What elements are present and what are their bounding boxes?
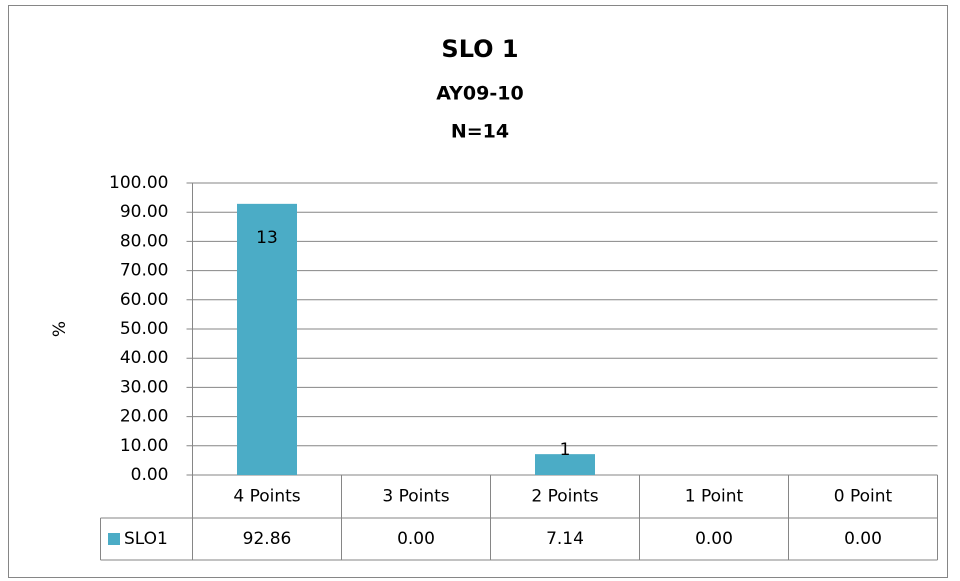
x-tick-label: 3 Points xyxy=(382,487,449,507)
bar xyxy=(535,454,595,475)
bar xyxy=(237,203,297,475)
table-value: 7.14 xyxy=(546,529,584,549)
chart-subtitle: AY09-10 xyxy=(436,83,523,105)
table-value: 0.00 xyxy=(695,529,733,549)
table-value: 0.00 xyxy=(397,529,435,549)
y-tick-label: 60.00 xyxy=(120,290,169,310)
legend-label: SLO1 xyxy=(124,529,168,549)
table-value: 0.00 xyxy=(844,529,882,549)
y-tick-label: 20.00 xyxy=(120,407,169,427)
x-tick-label: 1 Point xyxy=(685,487,744,507)
y-tick-label: 80.00 xyxy=(120,231,169,251)
y-tick-label: 40.00 xyxy=(120,348,169,368)
y-tick-label: 100.00 xyxy=(109,173,168,193)
data-label: 1 xyxy=(560,440,571,460)
y-tick-label: 10.00 xyxy=(120,436,169,456)
x-tick-label: 4 Points xyxy=(233,487,300,507)
y-tick-label: 70.00 xyxy=(120,261,169,281)
chart-border xyxy=(8,5,948,578)
y-tick-label: 50.00 xyxy=(120,319,169,339)
legend-key xyxy=(108,533,120,545)
y-axis-label: % xyxy=(50,321,70,337)
table-value: 92.86 xyxy=(243,529,292,549)
y-tick-label: 90.00 xyxy=(120,202,169,222)
data-label: 13 xyxy=(256,228,278,248)
y-tick-label: 0.00 xyxy=(131,465,169,485)
chart-title: SLO 1 xyxy=(441,35,518,63)
x-tick-label: 0 Point xyxy=(834,487,893,507)
chart-note: N=14 xyxy=(451,121,509,143)
y-tick-label: 30.00 xyxy=(120,377,169,397)
x-tick-label: 2 Points xyxy=(531,487,598,507)
